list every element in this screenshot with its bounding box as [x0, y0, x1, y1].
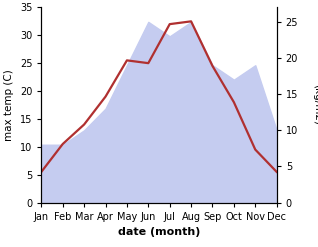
Y-axis label: med. precipitation
(kg/m2): med. precipitation (kg/m2): [312, 57, 318, 153]
Y-axis label: max temp (C): max temp (C): [4, 69, 14, 141]
X-axis label: date (month): date (month): [118, 227, 200, 237]
